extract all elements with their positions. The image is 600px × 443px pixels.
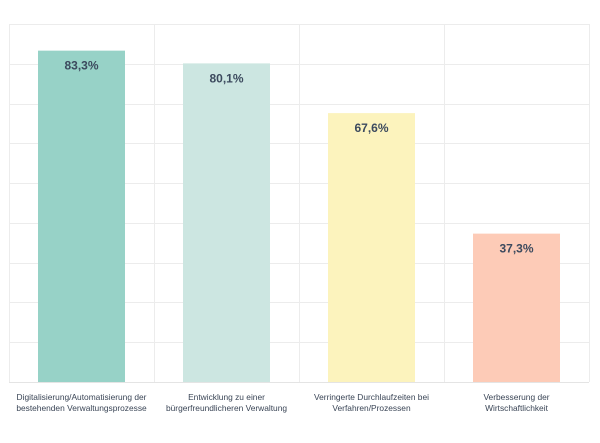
category-label: Verbesserung der Wirtschaftlichkeit [483, 392, 549, 413]
category-label-line: Entwicklung zu einer [188, 392, 265, 402]
bars [38, 50, 560, 382]
category-label-line: Verringerte Durchlaufzeiten bei [314, 392, 429, 402]
category-label: Entwicklung zu einer bürgerfreundlicheren… [166, 392, 287, 413]
bar-value-label: 37,3% [499, 242, 533, 256]
bar-value-label: 80,1% [209, 71, 243, 85]
value-labels: 83,3% 80,1% 67,6% 37,3% [64, 59, 533, 256]
bar-value-label: 83,3% [64, 59, 98, 73]
bar [183, 63, 270, 382]
bar [473, 233, 560, 382]
category-label-line: Digitalisierung/Automatisierung der [17, 392, 147, 402]
bar [328, 113, 415, 382]
category-label-line: Verfahren/Prozessen [332, 403, 411, 413]
category-label-line: Verbesserung der [483, 392, 549, 402]
category-label: Verringerte Durchlaufzeiten bei Verfahren… [314, 392, 429, 413]
category-label-line: bestehenden Verwaltungsprozesse [16, 403, 147, 413]
category-labels: Digitalisierung/Automatisierung der beste… [16, 392, 549, 413]
category-label-line: Wirtschaftlichkeit [485, 403, 548, 413]
bar [38, 50, 125, 382]
category-label-line: bürgerfreundlicheren Verwaltung [166, 403, 287, 413]
category-label: Digitalisierung/Automatisierung der beste… [16, 392, 147, 413]
bar-value-label: 67,6% [354, 121, 388, 135]
